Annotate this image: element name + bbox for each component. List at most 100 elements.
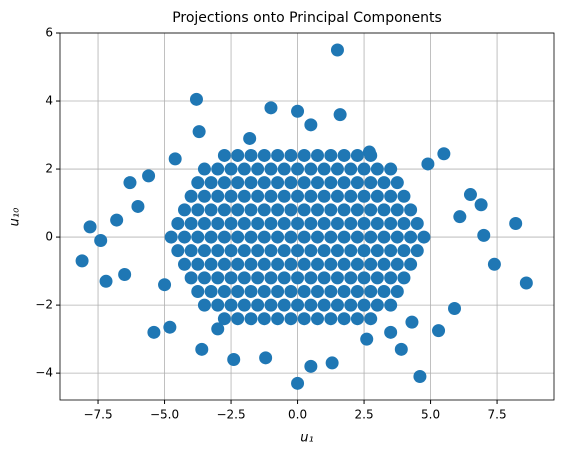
- point: [291, 216, 305, 230]
- point: [463, 188, 477, 202]
- point: [330, 43, 344, 57]
- point: [311, 148, 325, 162]
- point: [487, 257, 501, 271]
- point: [211, 189, 225, 203]
- point: [397, 244, 411, 258]
- point: [304, 244, 318, 258]
- point: [390, 230, 404, 244]
- point: [231, 230, 245, 244]
- point: [264, 189, 278, 203]
- point: [277, 216, 291, 230]
- point: [177, 257, 191, 271]
- point: [344, 244, 358, 258]
- point: [99, 274, 113, 288]
- point: [163, 320, 177, 334]
- point: [251, 244, 265, 258]
- point: [344, 189, 358, 203]
- point: [291, 104, 305, 118]
- plot-frame: [59, 32, 555, 401]
- point: [437, 147, 451, 161]
- point: [357, 244, 371, 258]
- point: [304, 271, 318, 285]
- point: [184, 271, 198, 285]
- point: [284, 257, 298, 271]
- point: [257, 230, 271, 244]
- point: [231, 203, 245, 217]
- point: [264, 216, 278, 230]
- point: [251, 298, 265, 312]
- x-tick-label: −2.5: [216, 408, 245, 422]
- point: [384, 162, 398, 176]
- point: [337, 312, 351, 326]
- point: [271, 284, 285, 298]
- point: [204, 203, 218, 217]
- point: [337, 284, 351, 298]
- point: [432, 324, 446, 338]
- point: [350, 284, 364, 298]
- point: [404, 230, 418, 244]
- point: [337, 257, 351, 271]
- point: [397, 189, 411, 203]
- point: [217, 257, 231, 271]
- point: [477, 228, 491, 242]
- point: [410, 216, 424, 230]
- point: [284, 203, 298, 217]
- point: [344, 271, 358, 285]
- point: [404, 203, 418, 217]
- point: [237, 271, 251, 285]
- point: [297, 284, 311, 298]
- point: [304, 189, 318, 203]
- point: [357, 216, 371, 230]
- point: [142, 169, 156, 183]
- point: [397, 216, 411, 230]
- point: [257, 312, 271, 326]
- point: [417, 230, 431, 244]
- point: [448, 302, 462, 316]
- point: [244, 284, 258, 298]
- point: [284, 312, 298, 326]
- point: [118, 267, 132, 281]
- point: [191, 284, 205, 298]
- point: [291, 162, 305, 176]
- point: [324, 176, 338, 190]
- point: [277, 298, 291, 312]
- point: [344, 162, 358, 176]
- point: [224, 216, 238, 230]
- point: [264, 244, 278, 258]
- point: [297, 230, 311, 244]
- point: [311, 203, 325, 217]
- point: [370, 244, 384, 258]
- point: [147, 325, 161, 339]
- point: [257, 203, 271, 217]
- point: [131, 199, 145, 213]
- point: [184, 216, 198, 230]
- point: [324, 257, 338, 271]
- point: [311, 284, 325, 298]
- point: [211, 298, 225, 312]
- point: [519, 276, 533, 290]
- point: [158, 278, 172, 292]
- point: [397, 271, 411, 285]
- point: [330, 271, 344, 285]
- point: [364, 284, 378, 298]
- point: [224, 244, 238, 258]
- x-tick-label: −5.0: [150, 408, 179, 422]
- point: [110, 213, 124, 227]
- point: [317, 244, 331, 258]
- y-tick-label: −4: [35, 366, 53, 380]
- point: [257, 176, 271, 190]
- point: [227, 353, 241, 367]
- point: [211, 216, 225, 230]
- point: [297, 176, 311, 190]
- point: [297, 203, 311, 217]
- point: [244, 257, 258, 271]
- point: [264, 271, 278, 285]
- point: [357, 298, 371, 312]
- point: [211, 162, 225, 176]
- point: [244, 176, 258, 190]
- point: [509, 216, 523, 230]
- point: [370, 298, 384, 312]
- points: [75, 43, 533, 390]
- point: [333, 108, 347, 122]
- y-tick-label: −2: [35, 298, 53, 312]
